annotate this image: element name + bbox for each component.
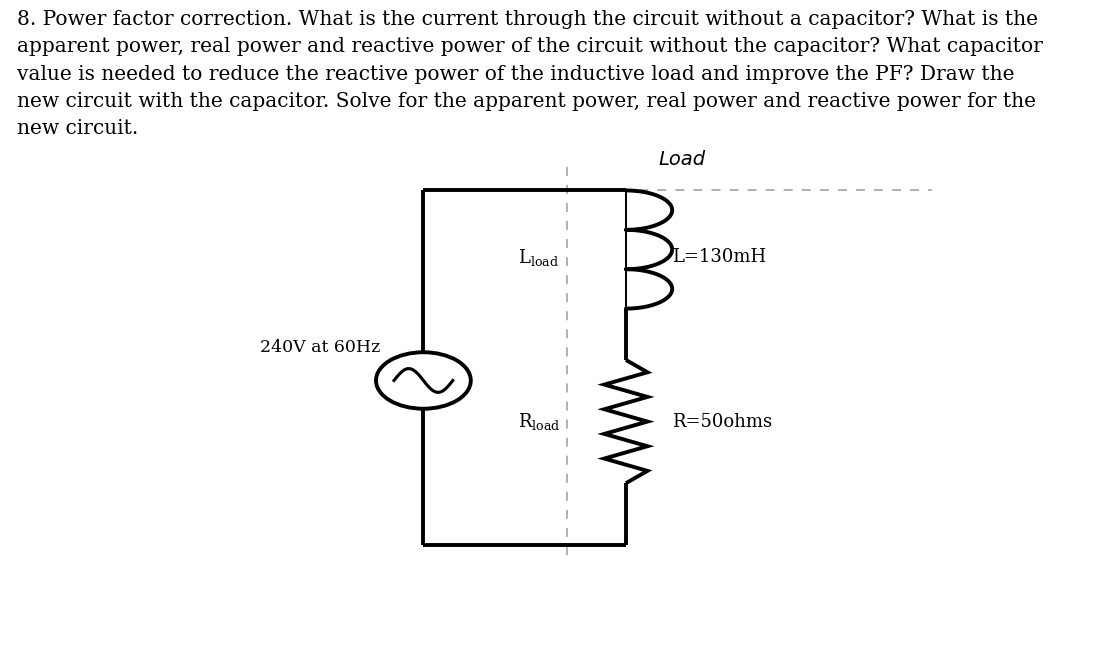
Text: L$_{\mathregular{load}}$: L$_{\mathregular{load}}$ bbox=[518, 247, 559, 267]
Text: R=50ohms: R=50ohms bbox=[672, 413, 772, 431]
Text: 240V at 60Hz: 240V at 60Hz bbox=[260, 339, 380, 356]
Text: L=130mH: L=130mH bbox=[672, 248, 766, 266]
Text: R$_{\mathregular{load}}$: R$_{\mathregular{load}}$ bbox=[518, 411, 560, 432]
Text: Load: Load bbox=[658, 150, 705, 169]
Text: 8. Power factor correction. What is the current through the circuit without a ca: 8. Power factor correction. What is the … bbox=[17, 10, 1043, 138]
